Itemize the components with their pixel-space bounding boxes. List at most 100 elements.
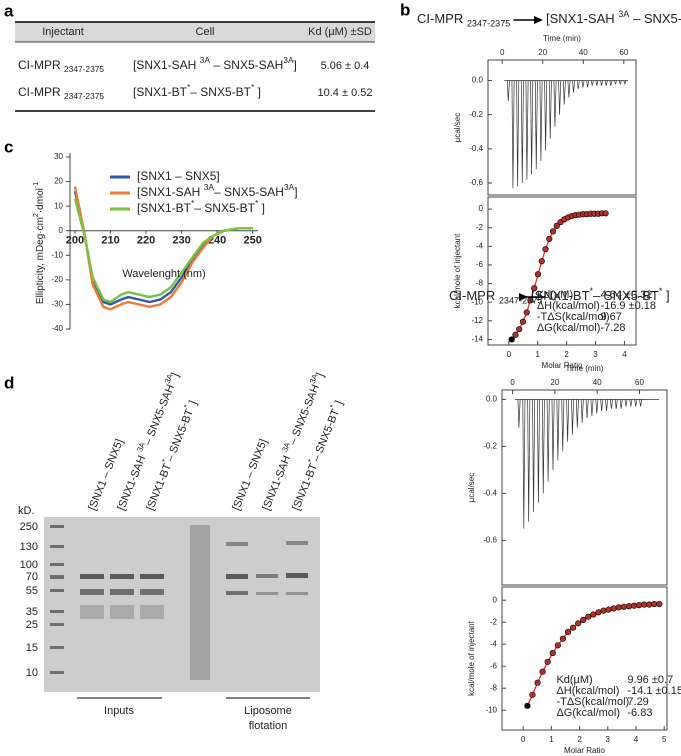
x-tick-label: 3 <box>593 350 598 359</box>
plot-frame <box>501 586 668 731</box>
x-tick-label: 210 <box>101 235 119 247</box>
injection-peak <box>561 399 565 452</box>
y-axis-label: Ellipticity, mDeg·cm2·dmol-1 <box>33 182 46 304</box>
data-point <box>524 702 531 709</box>
x-axis-label: Time (min) <box>543 34 581 43</box>
y-tick-label: 0.0 <box>486 395 498 404</box>
data-point <box>531 285 538 292</box>
injection-peak <box>566 399 570 442</box>
data-point <box>575 620 582 627</box>
text-run: Ellipticity, mDeg·cm <box>35 217 46 304</box>
text-run: 3A <box>618 9 630 19</box>
injection-peak <box>600 399 604 412</box>
y-tick-label: 20 <box>54 177 63 186</box>
annotation-value: -6.83 <box>627 707 652 719</box>
group-label: flotation <box>249 720 288 732</box>
y-tick-label: -12 <box>471 316 483 325</box>
gel <box>44 517 320 692</box>
text-run: 2347-2375 <box>499 296 543 306</box>
injection-peak <box>525 80 529 180</box>
data-point <box>508 336 515 343</box>
annotation-label: Kd(µM) <box>537 289 573 301</box>
y-axis-label: kcal/mole of injectant <box>453 233 462 308</box>
data-point <box>646 601 653 608</box>
text-run: – SNX5-BT <box>164 407 196 463</box>
injection-peak <box>511 80 515 189</box>
x-tick-label: 0 <box>507 350 512 359</box>
data-point <box>539 668 546 675</box>
text-run: CI-MPR <box>417 11 467 26</box>
y-tick-label: -4 <box>490 639 498 648</box>
y-tick-label: -2 <box>490 617 498 626</box>
data-point <box>512 331 519 338</box>
y-tick-label: -40 <box>51 324 63 333</box>
injection-peak <box>585 399 589 419</box>
x-tick-label: 200 <box>66 235 84 247</box>
data-point <box>605 606 612 613</box>
table-header: Cell <box>196 26 215 38</box>
y-tick-label: -2 <box>476 223 484 232</box>
x-tick-label: 250 <box>243 235 261 247</box>
table-cell: [SNX1-BT*– SNX5-BT* ] <box>133 82 261 99</box>
data-point <box>549 649 556 657</box>
text-run: * <box>187 82 191 92</box>
x-axis-label: Time (min) <box>566 364 604 373</box>
text-run: * <box>160 458 169 464</box>
marker-label: 130 <box>20 541 38 553</box>
text-run: * <box>306 458 315 464</box>
data-point <box>620 603 627 610</box>
text-run: – SNX5-BT <box>310 407 342 463</box>
y-tick-label: 0 <box>59 226 64 235</box>
cd-line <box>73 198 253 304</box>
annotation-value: 9.67 <box>600 311 621 323</box>
y-tick-label: -10 <box>51 250 63 259</box>
data-point <box>523 309 530 316</box>
injection-peak <box>520 80 524 184</box>
marker-label: 100 <box>20 559 38 571</box>
text-run: 3A <box>284 182 295 192</box>
data-point <box>595 609 602 616</box>
text-run: CI-MPR <box>18 58 64 72</box>
data-point <box>625 603 633 610</box>
injection-peak <box>575 399 579 428</box>
data-point <box>590 611 597 618</box>
injection-peak <box>629 399 633 407</box>
marker-label: 15 <box>26 642 38 654</box>
text-run: ·dmol <box>35 188 46 213</box>
x-tick-label: 2 <box>577 735 582 744</box>
injection-peak <box>614 399 618 409</box>
marker-label: 25 <box>26 619 38 631</box>
annotation-label: ΔH(kcal/mol) <box>537 300 600 312</box>
annotation-value: 4.64 ±0.32 <box>600 289 652 301</box>
x-axis-label: Molar Ratio <box>564 746 605 755</box>
injection-peak <box>517 399 521 428</box>
marker-label: 35 <box>26 606 38 618</box>
annotation-value: -16.9 ±0.18 <box>600 300 656 312</box>
text-run: 3A <box>308 372 320 385</box>
annotation-label: ΔH(kcal/mol) <box>556 685 619 697</box>
injection-peak <box>595 80 599 86</box>
data-point <box>529 691 536 698</box>
data-point <box>559 635 567 642</box>
data-point <box>549 228 557 235</box>
text-run: ] <box>314 371 326 378</box>
text-run: * <box>328 403 337 409</box>
injection-peak <box>562 80 566 105</box>
data-point <box>554 642 561 649</box>
y-tick-label: -0.6 <box>469 178 483 187</box>
injection-peak <box>546 399 550 482</box>
text-run: – SNX5-SAH <box>142 383 177 447</box>
data-point <box>564 628 572 636</box>
panel-label: d <box>4 373 14 392</box>
annotation-value: -14.1 ±0.15 <box>627 685 681 697</box>
injection-peak <box>623 80 627 86</box>
x-axis-label: Molar Ratio <box>542 361 583 370</box>
text-run: * <box>590 286 594 296</box>
text-run: * <box>251 82 255 92</box>
text-run: * <box>191 198 195 208</box>
injection-peak <box>634 399 638 407</box>
y-tick-label: -0.2 <box>469 110 483 119</box>
data-point <box>519 318 527 325</box>
annotation-label: ΔG(kcal/mol) <box>556 707 620 719</box>
data-point <box>656 600 663 608</box>
